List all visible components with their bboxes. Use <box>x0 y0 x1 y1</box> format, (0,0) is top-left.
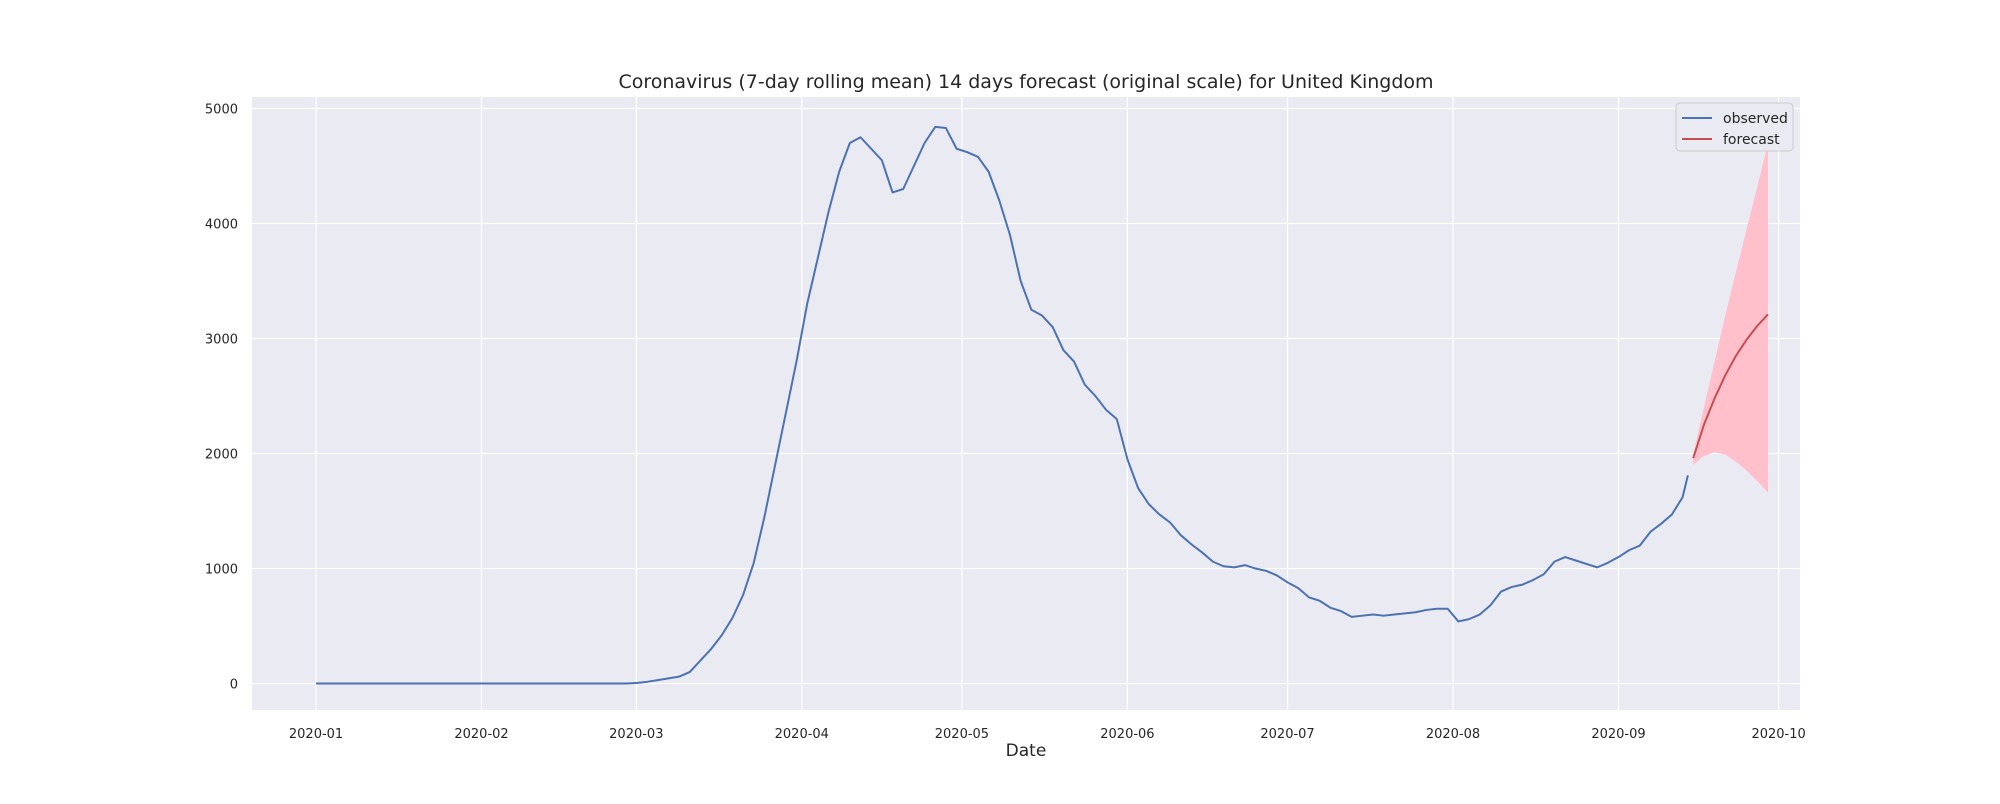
series-line-observed <box>316 125 1689 685</box>
x-axis-ticks: 2020-01 2020-02 2020-03 2020-04 2020-05 2020-… <box>289 727 1806 742</box>
y-tick-label: 5000 <box>205 103 238 118</box>
y-tick-label: 1000 <box>205 563 238 578</box>
y-tick-label: 4000 <box>205 218 238 233</box>
y-tick-label: 2000 <box>205 448 238 463</box>
legend: observed forecast <box>1675 102 1794 152</box>
x-tick-label: 2020-07 <box>1260 727 1314 742</box>
legend-label-observed: observed <box>1723 111 1788 127</box>
x-tick-label: 2020-06 <box>1100 727 1154 742</box>
series-layer <box>316 125 1769 685</box>
plot-background <box>252 97 1800 710</box>
x-tick-label: 2020-10 <box>1751 727 1805 742</box>
x-axis-label: Date <box>1006 741 1047 761</box>
x-tick-label: 2020-05 <box>935 727 989 742</box>
x-tick-label: 2020-04 <box>775 727 829 742</box>
y-axis-ticks: 0 1000 2000 3000 4000 5000 <box>205 103 238 693</box>
x-tick-label: 2020-03 <box>609 727 663 742</box>
x-tick-label: 2020-08 <box>1426 727 1480 742</box>
chart-title: Coronavirus (7-day rolling mean) 14 days… <box>618 71 1433 93</box>
series-line-forecast <box>1692 313 1769 459</box>
y-tick-label: 0 <box>230 678 238 693</box>
legend-label-forecast: forecast <box>1723 132 1780 148</box>
x-tick-label: 2020-01 <box>289 727 343 742</box>
y-tick-label: 3000 <box>205 333 238 348</box>
x-tick-label: 2020-02 <box>454 727 508 742</box>
x-tick-label: 2020-09 <box>1591 727 1645 742</box>
